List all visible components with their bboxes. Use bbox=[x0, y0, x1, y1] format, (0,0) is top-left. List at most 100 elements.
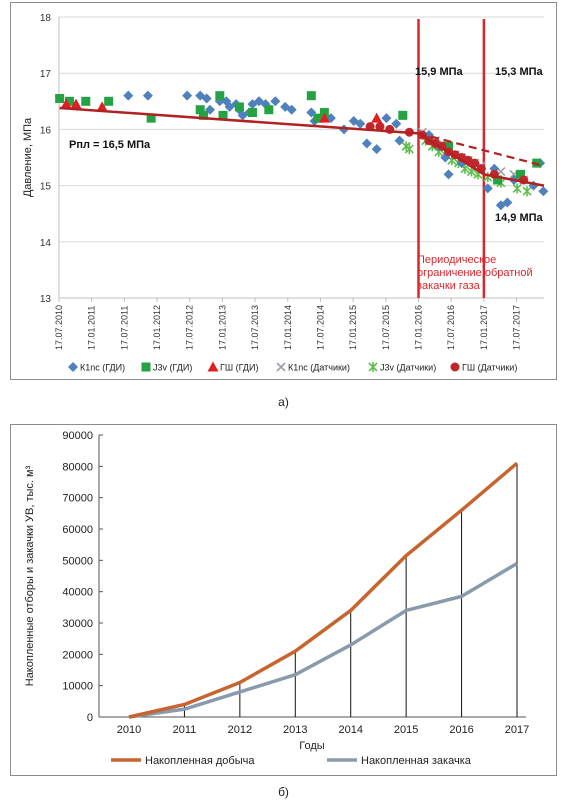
data-point bbox=[142, 90, 153, 101]
legend-label: ГШ (Датчики) bbox=[462, 363, 517, 373]
data-point bbox=[195, 105, 205, 115]
y-axis-label: Давление, МПа bbox=[22, 117, 34, 197]
data-point bbox=[201, 93, 212, 104]
legend-label: ГШ (ГДИ) bbox=[220, 363, 258, 373]
data-point bbox=[444, 141, 454, 151]
data-point bbox=[394, 135, 405, 146]
data-point bbox=[81, 96, 91, 106]
data-point bbox=[375, 122, 385, 132]
legend-label: К1nc (ГДИ) bbox=[80, 363, 125, 373]
y-tick-label: 17 bbox=[40, 69, 52, 80]
y-tick-label: 50000 bbox=[62, 555, 93, 567]
data-point bbox=[234, 102, 244, 112]
x-tick-label: 17.07.2013 bbox=[250, 305, 260, 350]
x-tick-label: 17.01.2014 bbox=[283, 305, 293, 350]
x-tick-label: 2012 bbox=[228, 724, 252, 736]
cumulative-chart-panel: 0 10000 20000 30000 40000 50000 60000 70000 8000… bbox=[10, 424, 557, 776]
annotation-p-2017-actual: 14,9 МПа bbox=[495, 212, 544, 224]
x-tick-label: 17.07.2015 bbox=[381, 305, 391, 350]
data-point bbox=[398, 110, 408, 120]
x-tick-label: 2011 bbox=[173, 724, 197, 736]
data-point bbox=[60, 98, 72, 109]
data-point bbox=[286, 104, 297, 115]
x-tick-label: 2014 bbox=[338, 724, 362, 736]
y-tick-label: 0 bbox=[87, 712, 93, 724]
data-point bbox=[182, 90, 193, 101]
trend-line-dashed bbox=[418, 132, 545, 167]
data-point bbox=[512, 183, 522, 194]
annotation-p-2017-trend: 15,3 МПа bbox=[495, 66, 544, 78]
x-axis-label: Годы bbox=[299, 740, 325, 752]
data-point bbox=[70, 98, 82, 109]
legend-marker bbox=[207, 361, 219, 372]
data-point bbox=[493, 175, 503, 185]
legend-item: J3v (Датчики) bbox=[368, 362, 436, 373]
series-line-1 bbox=[128, 561, 518, 719]
data-point bbox=[247, 108, 257, 118]
legend-item: К1nc (ГДИ) bbox=[68, 362, 125, 373]
x-tick-label: 17.01.2012 bbox=[152, 305, 162, 350]
data-point bbox=[538, 186, 549, 197]
x-tick-label: 17.01.2017 bbox=[479, 305, 489, 350]
y-tick-label: 14 bbox=[40, 238, 52, 249]
annotation-limitation-line: ограничение обратной bbox=[417, 267, 533, 279]
y-tick-label: 70000 bbox=[62, 493, 93, 505]
legend-item: Накопленная закачка bbox=[327, 755, 472, 767]
cumulative-chart: 0 10000 20000 30000 40000 50000 60000 70000 8000… bbox=[24, 430, 529, 767]
data-point bbox=[318, 112, 330, 123]
y-tick-label: 15 bbox=[40, 182, 52, 193]
legend-item: ГШ (Датчики) bbox=[450, 362, 517, 373]
pressure-chart: 13 14 15 16 17 18 Давление, МПа 17.07.2010 17.01… bbox=[22, 13, 549, 373]
series-4 bbox=[401, 135, 532, 197]
x-tick-label: 2010 bbox=[117, 724, 141, 736]
data-point bbox=[198, 110, 208, 120]
data-point bbox=[313, 113, 323, 123]
annotation-p-2016: 15,9 МПа bbox=[415, 66, 464, 78]
legend-item: ГШ (ГДИ) bbox=[207, 361, 258, 373]
data-point bbox=[264, 105, 274, 115]
legend-label: J3v (Датчики) bbox=[380, 363, 436, 373]
legend-marker bbox=[450, 362, 460, 372]
x-tick-label: 17.07.2011 bbox=[119, 306, 129, 350]
legend-item: J3v (ГДИ) bbox=[141, 362, 192, 373]
x-tick-label: 17.01.2016 bbox=[414, 305, 424, 350]
data-point bbox=[502, 197, 513, 208]
data-point bbox=[104, 96, 114, 106]
legend-label: Накопленная добыча bbox=[145, 755, 255, 767]
x-tick-label: 17.01.2013 bbox=[217, 305, 227, 350]
data-point bbox=[443, 169, 454, 180]
pressure-chart-panel: 13 14 15 16 17 18 Давление, МПа 17.07.2010 17.01… bbox=[10, 2, 557, 380]
x-tick-label: 17.07.2017 bbox=[512, 305, 522, 350]
data-point bbox=[146, 113, 156, 123]
annotation-limitation-line: Периодическое bbox=[417, 254, 496, 266]
annotation-initial-pressure: Рпл = 16,5 МПа bbox=[69, 139, 151, 151]
data-point bbox=[64, 96, 74, 106]
x-tick-label: 2013 bbox=[283, 724, 307, 736]
legend-marker bbox=[368, 362, 378, 372]
data-point bbox=[482, 183, 493, 194]
caption-a: а) bbox=[278, 395, 289, 409]
caption-b: б) bbox=[278, 785, 289, 799]
y-tick-label: 18 bbox=[40, 13, 52, 24]
trend-line-solid bbox=[59, 106, 545, 187]
data-point bbox=[515, 169, 525, 179]
legend-marker bbox=[276, 362, 286, 372]
data-point bbox=[470, 158, 480, 168]
data-point bbox=[371, 112, 383, 123]
data-point bbox=[270, 96, 281, 107]
y-tick-label: 30000 bbox=[62, 618, 93, 630]
legend-item: К1nc (Датчики) bbox=[276, 362, 350, 373]
data-point bbox=[361, 138, 372, 149]
y-tick-label: 16 bbox=[40, 125, 52, 136]
data-point bbox=[215, 91, 225, 101]
data-point bbox=[123, 90, 134, 101]
data-point bbox=[306, 91, 316, 101]
data-point bbox=[55, 93, 65, 103]
series-1 bbox=[55, 91, 542, 185]
x-tick-label: 2015 bbox=[394, 724, 418, 736]
x-tick-label: 17.01.2011 bbox=[87, 306, 97, 350]
series-2 bbox=[60, 98, 383, 123]
x-tick-label: 17.07.2016 bbox=[446, 305, 456, 350]
legend-label: Накопленная закачка bbox=[361, 755, 472, 767]
y-tick-label: 13 bbox=[40, 294, 52, 305]
